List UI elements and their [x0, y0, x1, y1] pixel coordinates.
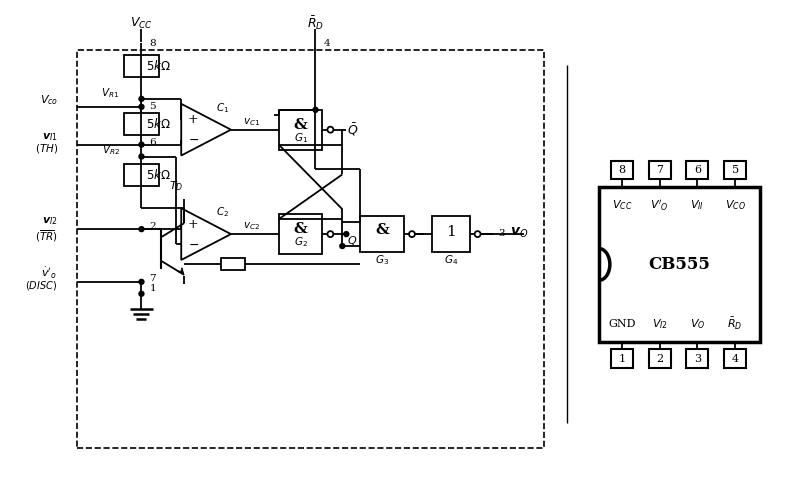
Text: $v_{C2}$: $v_{C2}$ [243, 220, 260, 232]
Text: 6: 6 [149, 138, 156, 147]
Circle shape [139, 227, 144, 232]
Text: $\bar{R}_D$: $\bar{R}_D$ [307, 15, 324, 32]
Text: $(DISC)$: $(DISC)$ [25, 279, 57, 292]
Bar [649, 349, 671, 368]
Bar [725, 349, 746, 368]
Text: $\boldsymbol{v}_{I2}$: $\boldsymbol{v}_{I2}$ [42, 215, 58, 227]
Circle shape [327, 231, 334, 237]
Text: 4: 4 [732, 354, 739, 364]
Text: $V'_O$: $V'_O$ [650, 198, 669, 213]
Text: $V_O$: $V_O$ [690, 317, 705, 331]
Text: &: & [293, 222, 307, 236]
Text: 1: 1 [446, 225, 455, 239]
Text: 8: 8 [149, 39, 156, 48]
Text: $V_{CC}$: $V_{CC}$ [612, 199, 632, 212]
Text: 5: 5 [732, 165, 739, 175]
Text: $V_{co}$: $V_{co}$ [39, 93, 58, 107]
Circle shape [327, 127, 334, 133]
Circle shape [139, 154, 144, 159]
Text: $V_{CO}$: $V_{CO}$ [725, 199, 746, 212]
Text: $G_4$: $G_4$ [443, 253, 458, 267]
Circle shape [344, 232, 349, 236]
Bar [77, 50, 544, 448]
Text: $C_1$: $C_1$ [216, 101, 230, 115]
Text: 3: 3 [694, 354, 701, 364]
Bar [611, 349, 633, 368]
Text: $Q$: $Q$ [347, 233, 357, 246]
Text: $\dot{v}'_o$: $\dot{v}'_o$ [41, 266, 57, 281]
Circle shape [139, 142, 144, 147]
Circle shape [409, 231, 415, 237]
Text: $V_{II}$: $V_{II}$ [691, 199, 704, 212]
Bar [725, 160, 746, 179]
Text: $5k\Omega$: $5k\Omega$ [147, 117, 172, 131]
Text: $\boldsymbol{v}_O$: $\boldsymbol{v}_O$ [510, 226, 529, 240]
Text: 4: 4 [323, 39, 330, 48]
Text: $G_1$: $G_1$ [293, 131, 308, 145]
Text: GND: GND [608, 319, 636, 329]
Text: $\bar{R}_D$: $\bar{R}_D$ [728, 316, 743, 332]
Circle shape [139, 291, 144, 296]
Text: 2: 2 [149, 222, 156, 231]
Text: 7: 7 [149, 274, 156, 283]
Text: $V_{R1}$: $V_{R1}$ [102, 86, 119, 100]
Bar [221, 258, 245, 270]
Text: $\boldsymbol{v}_{I1}$: $\boldsymbol{v}_{I1}$ [42, 131, 58, 143]
Circle shape [139, 104, 144, 109]
Text: &: & [376, 223, 389, 237]
Text: $\bar{Q}$: $\bar{Q}$ [347, 121, 358, 138]
Bar [360, 216, 404, 252]
Bar [611, 160, 633, 179]
Bar [123, 164, 160, 186]
Bar [687, 160, 708, 179]
Text: +: + [188, 113, 198, 126]
Text: 1: 1 [149, 284, 156, 293]
Bar [279, 110, 322, 150]
Circle shape [313, 107, 318, 112]
Bar [649, 160, 671, 179]
Text: $5k\Omega$: $5k\Omega$ [147, 59, 172, 73]
Text: 3: 3 [498, 229, 505, 237]
Text: $T_D$: $T_D$ [169, 179, 184, 193]
Bar [123, 55, 160, 77]
Text: $-$: $-$ [188, 237, 199, 250]
Bar [599, 187, 760, 342]
Text: 2: 2 [656, 354, 663, 364]
Text: 8: 8 [618, 165, 625, 175]
Circle shape [139, 96, 144, 101]
Circle shape [340, 243, 345, 248]
Text: $C_2$: $C_2$ [217, 205, 230, 219]
Text: &: & [293, 118, 307, 132]
Text: $G_3$: $G_3$ [375, 253, 389, 267]
Bar [279, 214, 322, 254]
Text: 5: 5 [149, 102, 156, 111]
Bar [687, 349, 708, 368]
Circle shape [139, 279, 144, 284]
Text: $v_{C1}$: $v_{C1}$ [243, 116, 260, 128]
Text: $V_{CC}$: $V_{CC}$ [130, 16, 153, 31]
Text: 1: 1 [618, 354, 625, 364]
Text: $5k\Omega$: $5k\Omega$ [147, 168, 172, 182]
Bar [123, 113, 160, 135]
Text: $(\overline{TR})$: $(\overline{TR})$ [35, 228, 58, 244]
Text: CB555: CB555 [649, 256, 710, 273]
Text: $V_{R2}$: $V_{R2}$ [102, 144, 119, 157]
Text: $-$: $-$ [188, 133, 199, 146]
Bar [432, 216, 470, 252]
Polygon shape [181, 104, 231, 156]
Text: +: + [188, 218, 198, 231]
Text: 6: 6 [694, 165, 701, 175]
Text: $V_{I2}$: $V_{I2}$ [651, 317, 667, 331]
Text: 7: 7 [656, 165, 663, 175]
Circle shape [475, 231, 480, 237]
Text: $(TH)$: $(TH)$ [35, 142, 58, 155]
Polygon shape [181, 208, 231, 260]
Text: $G_2$: $G_2$ [293, 235, 308, 249]
